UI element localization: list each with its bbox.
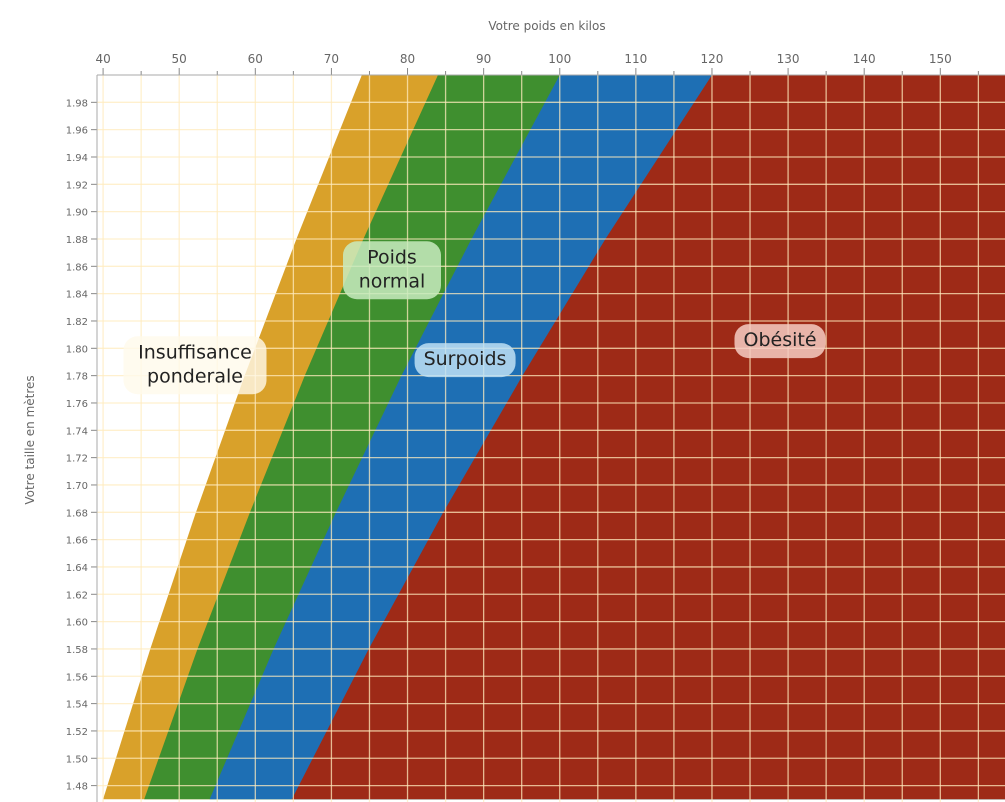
y-tick-label: 1.96 [66, 126, 88, 137]
y-tick-label: 1.50 [66, 754, 88, 765]
x-axis-label: Votre poids en kilos [488, 19, 605, 33]
x-tick-label: 40 [95, 52, 110, 66]
y-tick-label: 1.54 [66, 700, 88, 711]
x-tick-label: 80 [400, 52, 415, 66]
y-tick-label: 1.68 [66, 508, 88, 519]
y-tick-label: 1.64 [66, 563, 88, 574]
y-tick-label: 1.48 [66, 782, 88, 793]
y-tick-label: 1.78 [66, 372, 88, 383]
region-label: Surpoids [414, 343, 516, 377]
y-tick-label: 1.70 [66, 481, 88, 492]
x-tick-label: 150 [929, 52, 952, 66]
y-tick-label: 1.94 [66, 153, 88, 164]
region-label: Poids normal [343, 241, 441, 299]
y-tick-label: 1.58 [66, 645, 88, 656]
y-tick-label: 1.52 [66, 727, 88, 738]
y-tick-label: 1.56 [66, 672, 88, 683]
y-tick-label: 1.74 [66, 426, 88, 437]
y-tick-label: 1.60 [66, 618, 88, 629]
x-tick-label: 100 [548, 52, 571, 66]
x-tick-label: 120 [701, 52, 724, 66]
y-tick-label: 1.82 [66, 317, 88, 328]
y-tick-label: 1.88 [66, 235, 88, 246]
x-tick-label: 110 [624, 52, 647, 66]
y-tick-label: 1.98 [66, 98, 88, 109]
y-tick-label: 1.84 [66, 290, 88, 301]
y-tick-label: 1.80 [66, 344, 88, 355]
x-tick-label: 140 [853, 52, 876, 66]
y-axis-label: Votre taille en mètres [23, 375, 37, 504]
y-tick-label: 1.76 [66, 399, 88, 410]
region-label: Insuffisance ponderale [123, 336, 267, 394]
y-tick-label: 1.90 [66, 208, 88, 219]
y-tick-label: 1.62 [66, 590, 88, 601]
region-label: Obésité [734, 324, 826, 358]
y-tick-label: 1.66 [66, 536, 88, 547]
x-tick-label: 130 [777, 52, 800, 66]
y-tick-label: 1.72 [66, 454, 88, 465]
x-tick-label: 90 [476, 52, 491, 66]
x-tick-label: 50 [172, 52, 187, 66]
x-tick-label: 60 [248, 52, 263, 66]
y-tick-label: 1.86 [66, 262, 88, 273]
y-tick-label: 1.92 [66, 180, 88, 191]
x-tick-label: 70 [324, 52, 339, 66]
